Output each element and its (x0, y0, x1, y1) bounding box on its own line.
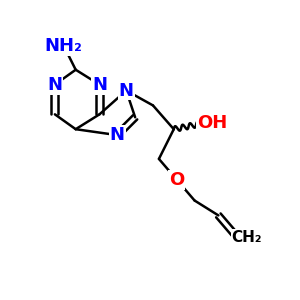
Text: NH₂: NH₂ (45, 37, 83, 55)
Text: N: N (110, 126, 125, 144)
Text: N: N (47, 76, 62, 94)
Text: CH₂: CH₂ (231, 230, 262, 245)
Text: N: N (119, 82, 134, 100)
Text: N: N (92, 76, 107, 94)
Text: OH: OH (197, 114, 227, 132)
Text: O: O (169, 171, 184, 189)
